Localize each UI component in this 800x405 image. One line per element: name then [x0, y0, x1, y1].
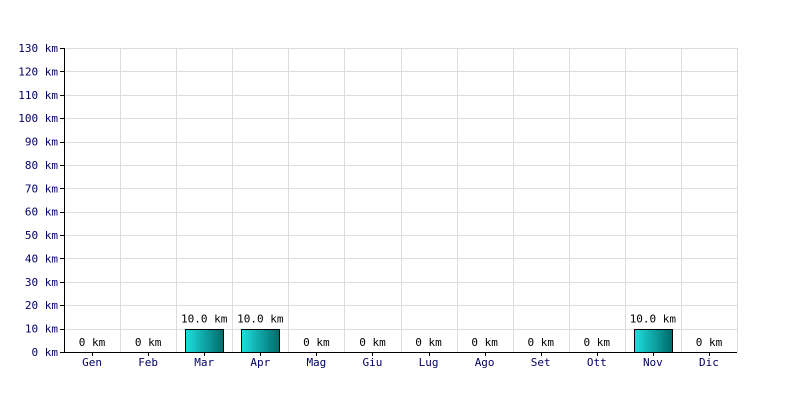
data-label: 0 km	[471, 336, 498, 349]
data-label: 0 km	[135, 336, 162, 349]
bars	[185, 329, 673, 353]
data-label: 0 km	[359, 336, 386, 349]
x-tick-label: Ott	[587, 356, 607, 369]
bar-nov	[634, 329, 673, 353]
y-tick-label: 80 km	[25, 159, 58, 172]
y-tick-label: 90 km	[25, 136, 58, 149]
data-label: 10.0 km	[237, 313, 284, 326]
grid-lines	[64, 48, 738, 353]
x-tick-label: Mag	[306, 356, 326, 369]
data-label: 0 km	[527, 336, 554, 349]
data-label: 0 km	[415, 336, 442, 349]
y-tick-label: 70 km	[25, 182, 58, 195]
y-tick-label: 0 km	[32, 346, 59, 359]
y-tick-label: 120 km	[18, 65, 58, 78]
data-label: 10.0 km	[181, 313, 228, 326]
y-tick-label: 50 km	[25, 229, 58, 242]
y-tick-label: 100 km	[18, 112, 58, 125]
data-label: 10.0 km	[630, 313, 677, 326]
data-label: 0 km	[303, 336, 330, 349]
x-tick-label: Gen	[82, 356, 102, 369]
x-tick-label: Giu	[363, 356, 383, 369]
data-labels: 0 km 0 km 10.0 km 10.0 km 0 km 0 km 0 km 0 km 0 …	[79, 313, 723, 349]
y-tick-label: 20 km	[25, 299, 58, 312]
y-tick-label: 110 km	[18, 89, 58, 102]
x-tick-label: Mar	[194, 356, 214, 369]
axes	[60, 48, 737, 356]
x-tick-label: Dic	[699, 356, 719, 369]
y-tick-labels: 0 km 10 km 20 km 30 km 40 km 50 km 60 km 70 km 8…	[18, 42, 58, 359]
y-tick-label: 10 km	[25, 323, 58, 336]
x-tick-label: Apr	[250, 356, 270, 369]
data-label: 0 km	[696, 336, 723, 349]
x-tick-label: Set	[531, 356, 551, 369]
y-tick-label: 130 km	[18, 42, 58, 55]
y-tick-label: 30 km	[25, 276, 58, 289]
x-tick-labels: Gen Feb Mar Apr Mag Giu Lug Ago Set Ott Nov Dic	[82, 356, 719, 369]
bar-mar	[185, 329, 224, 353]
y-tick-label: 60 km	[25, 206, 58, 219]
data-label: 0 km	[79, 336, 106, 349]
x-tick-label: Lug	[419, 356, 439, 369]
data-label: 0 km	[584, 336, 611, 349]
x-tick-label: Feb	[138, 356, 158, 369]
bar-apr	[241, 329, 280, 353]
x-tick-label: Nov	[643, 356, 663, 369]
y-tick-label: 40 km	[25, 252, 58, 265]
x-tick-label: Ago	[475, 356, 495, 369]
